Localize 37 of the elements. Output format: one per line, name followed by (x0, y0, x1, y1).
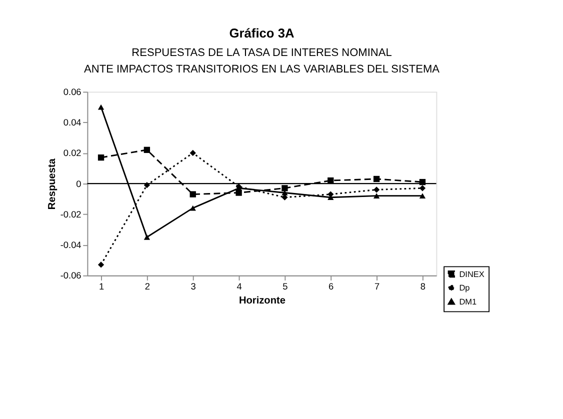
y-tick-label: 0.04 (63, 118, 82, 128)
point (98, 154, 104, 161)
point (144, 234, 150, 240)
point (98, 262, 104, 268)
point (373, 186, 380, 193)
point (190, 150, 196, 156)
point (419, 185, 426, 192)
x-tick-label: 2 (144, 282, 150, 292)
y-tick-label: 0.06 (63, 86, 82, 97)
legend-label: Dp (459, 284, 470, 293)
chart-title: Gráfico 3A (229, 26, 294, 41)
point (282, 185, 288, 192)
x-tick-label: 3 (190, 282, 196, 292)
chart-subtitle: RESPUESTAS DE LA TASA DE INTERES NOMINAL (132, 46, 392, 59)
legend-label: DM1 (459, 297, 478, 306)
y-tick-label: -0.04 (60, 240, 82, 250)
x-tick-label: 5 (282, 282, 288, 292)
point (144, 146, 150, 153)
legend-label: DINEX (459, 270, 485, 279)
point (190, 191, 196, 198)
point (373, 193, 380, 198)
x-tick-label: 1 (98, 282, 104, 292)
point (373, 176, 380, 182)
y-axis-title: Respuesta (46, 158, 58, 210)
y-tick-label: -0.02 (60, 209, 82, 220)
y-tick-label: -0.06 (60, 270, 82, 281)
point (190, 205, 196, 211)
point (98, 104, 104, 110)
x-axis-title: Horizonte (238, 295, 286, 306)
x-tick-label: 4 (236, 282, 242, 292)
y-tick-label: 0.02 (63, 148, 82, 158)
text: ANTE IMPACTOS TRANSITORIOS EN LAS VARIABLES DEL SISTEMA (84, 63, 440, 76)
x-tick-label: 6 (328, 282, 334, 292)
point (419, 193, 426, 198)
y-tick-label: 0 (76, 178, 82, 189)
x-tick-label: 8 (420, 282, 426, 292)
x-tick-label: 7 (374, 282, 380, 292)
